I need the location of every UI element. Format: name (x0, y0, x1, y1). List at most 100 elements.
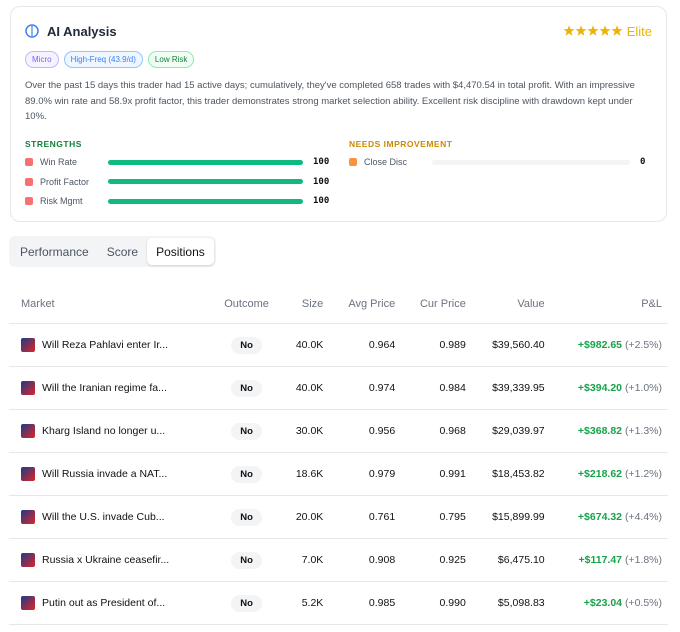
column-header: Size (281, 285, 330, 324)
summary: Over the past 15 days this trader had 15… (25, 80, 635, 122)
cell: 0.795 (401, 495, 472, 539)
market-icon (21, 595, 35, 610)
column-header: Value (471, 285, 551, 324)
cell: 0.956 (329, 409, 402, 453)
column-header: P&L (550, 285, 668, 324)
positions-table: Market Outcome Size Avg Price Cur Price Value… (9, 285, 668, 625)
score-icon (25, 158, 33, 166)
score-bar (108, 159, 303, 165)
pnl-percent: (+0.5%) (624, 596, 662, 609)
cell: $18,453.82 (471, 452, 551, 496)
outcome-cell: No (211, 495, 282, 539)
score-row: Risk Mgmt 100 (25, 195, 329, 207)
position-row[interactable]: Will the Iranian regime fa... No 40.0K 0.97… (9, 366, 668, 410)
pnl-percent: (+2.5%) (624, 338, 662, 351)
outcome: No (231, 379, 262, 397)
tag: Low Risk (147, 51, 195, 68)
stars (563, 25, 623, 36)
market-icon (21, 466, 35, 481)
market-name: Will Russia invade a NAT... (42, 467, 168, 480)
cell: $6,475.10 (471, 538, 551, 582)
tab[interactable]: Score (106, 245, 139, 259)
star (611, 25, 623, 36)
pnl-percent: (+1.0%) (624, 381, 662, 394)
star (599, 25, 611, 36)
tab[interactable]: Positions (147, 238, 214, 265)
pnl-percent: (+1.3%) (624, 424, 662, 437)
position-row[interactable]: Putin out as President of... No 5.2K 0.985 0… (9, 581, 668, 625)
analysis-card: AI Analysis Elite Micro High-Freq (43.9/d… (10, 6, 667, 222)
cell: 0.925 (401, 538, 472, 582)
cell: 0.984 (401, 366, 472, 410)
market: Kharg Island no longer u... (21, 423, 206, 438)
market-cell: Will the U.S. invade Cub... (9, 495, 212, 539)
score-label: Close Disc (364, 157, 408, 167)
cell: 5.2K (281, 581, 330, 625)
market-cell: Russia x Ukraine ceasefir... (9, 538, 212, 582)
card-title: AI Analysis (47, 23, 117, 39)
market: Will Reza Pahlavi enter Ir... (21, 337, 206, 352)
market-cell: Putin out as President of... (9, 581, 212, 625)
cell: 0.974 (329, 366, 402, 410)
star (587, 25, 599, 36)
cell: 0.991 (401, 452, 472, 496)
column-header: Avg Price (329, 285, 402, 324)
outcome-cell: No (211, 581, 282, 625)
score-icon (349, 158, 357, 166)
outcome-cell: No (211, 366, 282, 410)
cell: 0.968 (401, 409, 472, 453)
table-head: Market Outcome Size Avg Price Cur Price Value… (9, 285, 668, 324)
pnl: +$23.04 (583, 596, 623, 609)
star (575, 25, 587, 36)
cell: 40.0K (281, 323, 330, 367)
pnl-percent: (+1.8%) (624, 553, 662, 566)
pnl-cell: +$117.47 (+1.8%) (550, 538, 668, 582)
cell: 7.0K (281, 538, 330, 582)
position-row[interactable]: Russia x Ukraine ceasefir... No 7.0K 0.908 0… (9, 538, 668, 582)
pnl-cell: +$368.82 (+1.3%) (550, 409, 668, 453)
score-value: 100 (313, 157, 330, 167)
outcome: No (231, 508, 262, 526)
pnl-cell: +$394.20 (+1.0%) (550, 366, 668, 410)
market-icon (21, 380, 35, 395)
improvement-title: NEEDS IMPROVEMENT (349, 139, 453, 149)
market: Will Russia invade a NAT... (21, 466, 206, 481)
outcome-cell: No (211, 538, 282, 582)
pnl-cell: +$23.04 (+0.5%) (550, 581, 668, 625)
cell: 0.990 (401, 581, 472, 625)
score-label: Risk Mgmt (40, 196, 83, 206)
pnl: +$982.65 (577, 338, 623, 351)
cell: 0.964 (329, 323, 402, 367)
market-name: Russia x Ukraine ceasefir... (42, 553, 170, 566)
tab[interactable]: Performance (20, 245, 89, 259)
market-name: Will Reza Pahlavi enter Ir... (42, 338, 169, 351)
outcome: No (231, 465, 262, 483)
market: Russia x Ukraine ceasefir... (21, 552, 206, 567)
card-header: AI Analysis Elite (25, 21, 652, 41)
market-icon (21, 552, 35, 567)
score-track (108, 179, 303, 184)
column-header: Outcome (211, 285, 282, 324)
pnl: +$674.32 (577, 510, 623, 523)
position-row[interactable]: Kharg Island no longer u... No 30.0K 0.956 0… (9, 409, 668, 453)
position-row[interactable]: Will Russia invade a NAT... No 18.6K 0.979 0… (9, 452, 668, 496)
position-row[interactable]: Will Reza Pahlavi enter Ir... No 40.0K 0.96… (9, 323, 668, 367)
cell: $5,098.83 (471, 581, 551, 625)
outcome: No (231, 422, 262, 440)
cell: $15,899.99 (471, 495, 551, 539)
header-row: Market Outcome Size Avg Price Cur Price Value… (9, 285, 668, 324)
position-row[interactable]: Will the U.S. invade Cub... No 20.0K 0.761 0… (9, 495, 668, 539)
column-header: Cur Price (401, 285, 472, 324)
cell: $39,339.95 (471, 366, 551, 410)
cell: 30.0K (281, 409, 330, 453)
star (563, 25, 575, 36)
score-bar (108, 198, 303, 204)
pnl: +$218.62 (577, 467, 623, 480)
score-track (108, 198, 303, 204)
outcome-cell: No (211, 452, 282, 496)
score-row: Profit Factor 100 (25, 176, 329, 188)
score-value: 100 (313, 176, 330, 187)
outcome-cell: No (211, 409, 282, 453)
